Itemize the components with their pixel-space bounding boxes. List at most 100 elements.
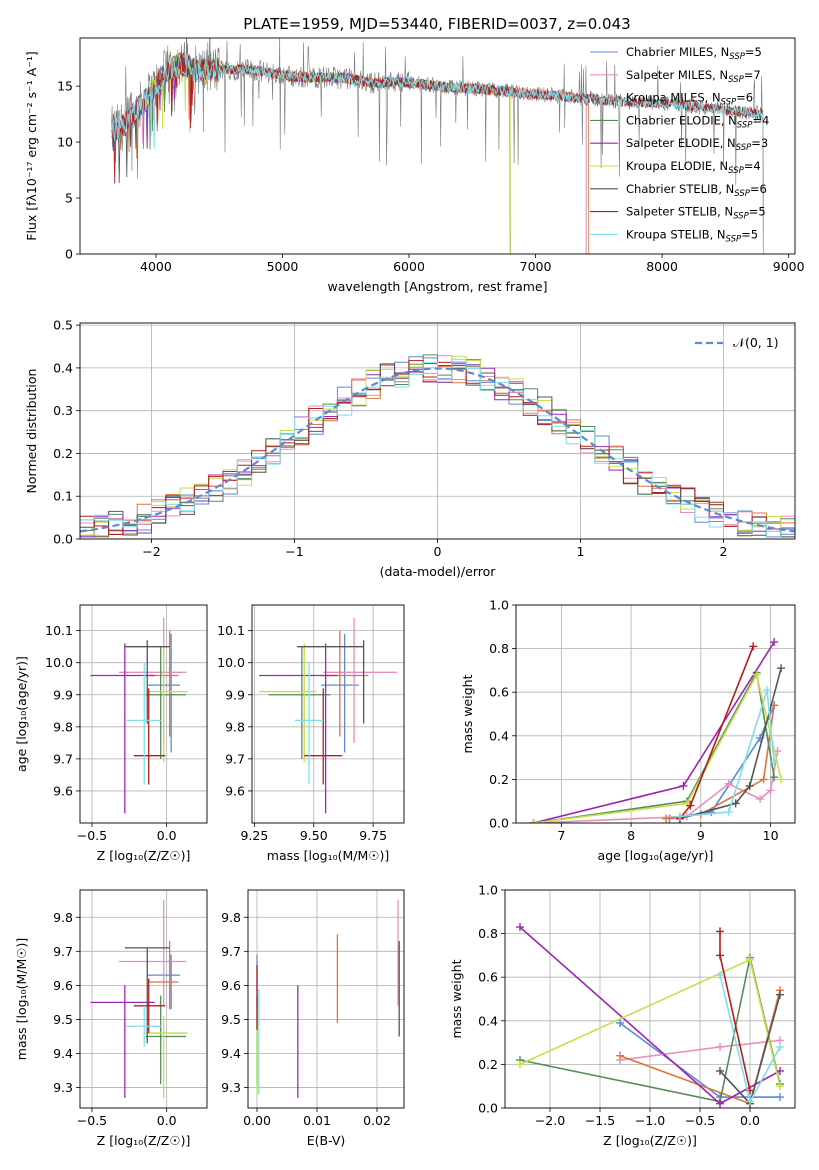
plus-marker xyxy=(749,642,758,651)
x-tick-label: 9.25 xyxy=(240,828,268,843)
y-axis-label: mass [log₁₀(M/M☉)] xyxy=(14,938,29,1060)
plus-marker xyxy=(766,786,775,795)
x-tick-label: 0.0 xyxy=(157,1113,177,1128)
plot-area xyxy=(111,38,764,254)
x-tick-label: −0.5 xyxy=(685,1113,715,1128)
x-axis-label: Z [log₁₀(Z/Z☉)] xyxy=(97,848,191,863)
y-tick-label: 9.6 xyxy=(53,783,73,798)
plus-marker xyxy=(776,1066,784,1075)
plus-marker xyxy=(770,773,779,782)
plot-area xyxy=(259,617,397,814)
y-tick-label: 9.5 xyxy=(53,1012,73,1027)
y-tick-label: 0.1 xyxy=(53,489,73,504)
x-axis-label: age [log₁₀(age/yr)] xyxy=(598,848,714,863)
x-tick-label: 0.02 xyxy=(363,1113,391,1128)
normal-curve-line xyxy=(80,367,795,533)
weight-series-line xyxy=(719,931,751,1091)
y-tick-label: 9.4 xyxy=(53,1046,73,1061)
plus-marker xyxy=(716,1042,724,1051)
x-tick-label: −0.5 xyxy=(77,828,107,843)
y-tick-label: 10.0 xyxy=(45,655,73,670)
legend-entry: Chabrier STELIB, NSSP=6 xyxy=(626,182,767,199)
y-tick-label: 10.0 xyxy=(217,655,245,670)
plus-marker xyxy=(777,775,786,784)
plus-marker xyxy=(746,955,754,964)
x-tick-label: 9.50 xyxy=(300,828,328,843)
legend-entry: Salpeter MILES, NSSP=7 xyxy=(626,68,761,85)
y-tick-label: 0.2 xyxy=(478,1057,498,1072)
residual-histogram-panel: −2 −1 0 1 2 0.0 0.1 0.2 0.3 0.4 0.5 (data-model)/er… xyxy=(24,318,796,579)
plus-marker xyxy=(759,775,768,784)
y-axis-label: mass weight xyxy=(449,959,464,1038)
x-tick-label: 0.0 xyxy=(740,1113,760,1128)
legend-entry: Chabrier MILES, NSSP=5 xyxy=(626,45,762,62)
plus-marker xyxy=(516,923,524,932)
x-tick-label: −1.0 xyxy=(635,1113,665,1128)
plot-area xyxy=(90,617,188,814)
plus-marker xyxy=(661,814,670,823)
plus-marker xyxy=(675,812,684,821)
y-tick-label: 0 xyxy=(65,247,73,262)
y-tick-label: 9.3 xyxy=(221,1080,241,1095)
y-tick-label: 9.8 xyxy=(225,719,245,734)
y-tick-label: 9.8 xyxy=(53,719,73,734)
x-tick-label: 9 xyxy=(697,828,705,843)
y-tick-label: 9.4 xyxy=(221,1046,241,1061)
y-tick-label: 0.4 xyxy=(53,360,73,375)
y-tick-label: 1.0 xyxy=(478,883,498,898)
mass-age-panel: 9.25 9.50 9.75 9.6 9.7 9.8 9.9 10.0 10.1 mass [lo… xyxy=(217,604,405,863)
y-tick-label: 9.3 xyxy=(53,1080,73,1095)
histogram-series-line xyxy=(80,358,795,538)
x-tick-label: −2 xyxy=(142,544,160,559)
legend-entry: Salpeter STELIB, NSSP=5 xyxy=(626,205,766,222)
histogram-series-line xyxy=(80,363,795,538)
plus-marker xyxy=(746,1097,754,1106)
y-tick-label: 9.7 xyxy=(53,751,73,766)
x-tick-label: 10 xyxy=(763,828,779,843)
plus-marker xyxy=(716,951,724,960)
age-massweight-panel: 7 8 9 10 0.0 0.2 0.4 0.6 0.8 1.0 age [log₁₀(age/yr… xyxy=(460,598,796,863)
y-tick-label: 0.2 xyxy=(489,772,509,787)
legend-entry: Chabrier ELODIE, NSSP=4 xyxy=(626,113,769,130)
y-tick-label: 0.5 xyxy=(53,318,73,333)
plot-area xyxy=(516,923,784,1108)
y-tick-label: 0.6 xyxy=(489,685,509,700)
y-tick-label: 9.7 xyxy=(53,944,73,959)
legend-entry: Kroupa MILES, NSSP=6 xyxy=(626,91,753,108)
plus-marker xyxy=(516,1060,524,1069)
axes-frame xyxy=(79,604,208,824)
y-tick-label: 9.6 xyxy=(221,978,241,993)
y-axis-label: age [log₁₀(age/yr)] xyxy=(14,656,29,772)
plus-marker xyxy=(616,1051,624,1060)
x-tick-label: 5000 xyxy=(267,259,299,274)
x-axis-label: Z [log₁₀(Z/Z☉)] xyxy=(603,1133,697,1148)
plus-marker xyxy=(724,808,733,817)
plot-area xyxy=(256,900,400,1098)
y-tick-label: 0.6 xyxy=(478,970,498,985)
x-tick-label: 7000 xyxy=(520,259,552,274)
plus-marker xyxy=(770,757,779,766)
plus-marker xyxy=(776,1082,784,1091)
model-spectrum-line xyxy=(145,54,511,254)
spectrum-panel: 4000 5000 6000 7000 8000 9000 0 5 10 15 wavelength… xyxy=(24,37,805,294)
y-tick-label: 9.8 xyxy=(53,910,73,925)
y-tick-label: 10.1 xyxy=(45,623,73,638)
y-axis-label: mass weight xyxy=(460,674,475,753)
x-axis-label: (data-model)/error xyxy=(380,564,497,579)
x-axis-label: Z [log₁₀(Z/Z☉)] xyxy=(97,1133,191,1148)
plus-marker xyxy=(616,1018,624,1027)
legend-entry: Kroupa ELODIE, NSSP=4 xyxy=(626,159,761,176)
plus-marker xyxy=(679,781,688,790)
model-spectrum-line xyxy=(111,54,764,254)
metallicity-mass-panel: −0.5 0.0 9.3 9.4 9.5 9.6 9.7 9.8 Z [log₁₀(Z/Z☉)]… xyxy=(14,889,208,1148)
y-tick-label: 9.8 xyxy=(221,910,241,925)
weight-series-line xyxy=(533,672,782,823)
x-tick-label: 8 xyxy=(627,828,635,843)
x-tick-label: −2.0 xyxy=(535,1113,565,1128)
axes-frame xyxy=(247,889,405,1109)
plot-area xyxy=(90,900,188,1098)
x-tick-label: 0.00 xyxy=(243,1113,271,1128)
plus-marker xyxy=(716,1099,724,1108)
y-tick-label: 10 xyxy=(57,135,73,150)
